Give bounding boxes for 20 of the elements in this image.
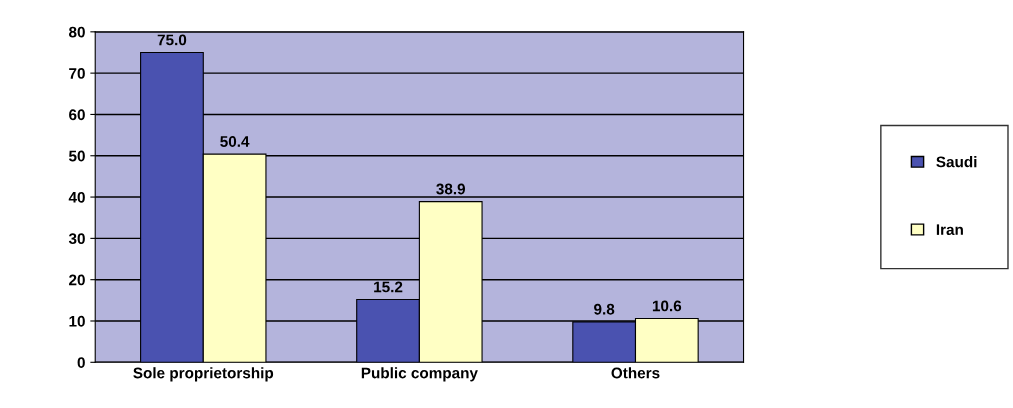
y-tick-label: 30	[68, 233, 85, 245]
y-tick-label: 60	[69, 109, 85, 121]
legend-label: Iran	[936, 224, 963, 236]
x-tick-label: Public company	[361, 367, 478, 382]
y-tick-label: 0	[77, 357, 85, 368]
data-label: 50.4	[220, 136, 250, 147]
y-tick-label: 40	[68, 191, 85, 203]
y-tick-label: 80	[68, 26, 85, 38]
data-label: 9.8	[594, 303, 615, 315]
data-label: 15.2	[374, 281, 403, 293]
legend-label: Saudi	[936, 156, 977, 168]
x-tick-label: Others	[611, 367, 660, 379]
y-tick-label: 10	[69, 315, 85, 327]
data-label: 75.0	[157, 34, 187, 46]
x-tick-label: Sole proprietorship	[133, 367, 274, 382]
y-tick-label: 20	[69, 274, 85, 286]
data-label: 10.6	[652, 300, 682, 312]
y-tick-label: 50	[68, 150, 85, 162]
y-tick-label: 70	[69, 68, 85, 79]
data-label: 38.9	[436, 183, 466, 195]
